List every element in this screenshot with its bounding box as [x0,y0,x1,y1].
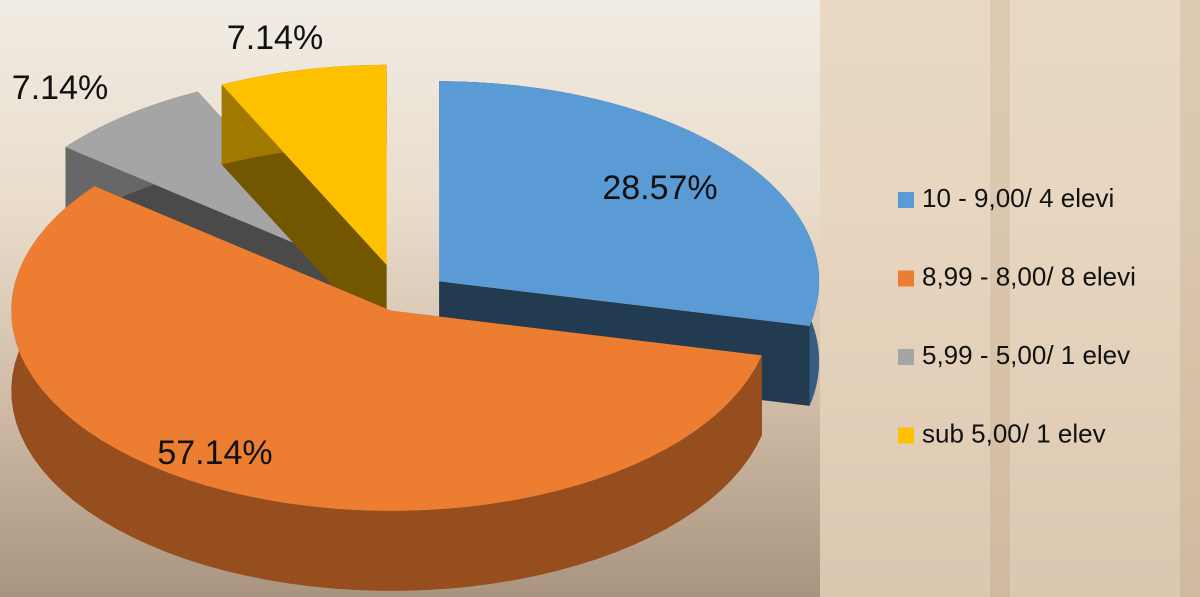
slice [11,186,762,591]
legend-label: 10 - 9,00/ 4 elevi [922,183,1114,213]
legend-label: 5,99 - 5,00/ 1 elev [922,340,1130,370]
legend-label: sub 5,00/ 1 elev [922,418,1106,448]
legend-swatch [898,270,914,287]
slice [11,186,762,511]
data-label: 57.14% [157,434,272,472]
slice [439,81,820,326]
slice [439,81,820,406]
legend-swatch [898,192,914,208]
slice [221,64,387,345]
data-label: 7.14% [12,69,108,107]
data-label: 28.57% [602,169,717,207]
legend-swatch [898,427,914,444]
slice [221,64,387,265]
legend-swatch [898,349,914,365]
data-label: 7.14% [227,19,323,57]
legend-label: 8,99 - 8,00/ 8 elevi [922,261,1136,291]
slice-wall-shade [11,186,762,591]
